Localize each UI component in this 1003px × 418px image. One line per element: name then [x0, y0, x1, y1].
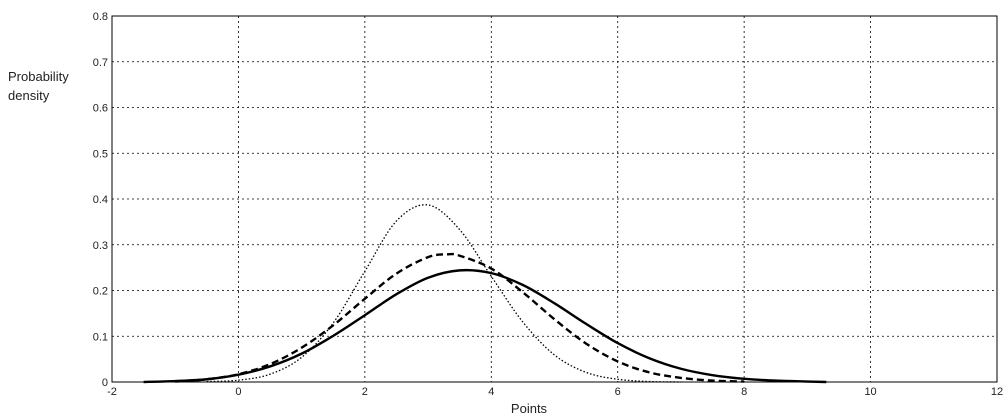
solid-density-curve [143, 268, 827, 384]
x-tick-label: 4 [488, 386, 494, 398]
y-tick-label: 0 [102, 377, 108, 389]
x-tick-label: 2 [362, 386, 368, 398]
plot-background [112, 16, 997, 382]
y-tick-label: 0.6 [93, 103, 108, 115]
x-axis-label: Points [511, 401, 548, 416]
y-tick-label: 0.2 [93, 286, 108, 298]
x-tick-label: 0 [235, 386, 241, 398]
y-axis-label-line-2: density [8, 88, 50, 103]
x-tick-label: 10 [864, 386, 876, 398]
x-tick-label: 8 [741, 386, 747, 398]
x-tick-label: -2 [107, 386, 117, 398]
dashed-density-curve [175, 252, 745, 383]
y-tick-label: 0.1 [93, 331, 108, 343]
y-axis-label-line-1: Probability [8, 69, 69, 84]
y-tick-label: 0.5 [93, 148, 108, 160]
series-layer [143, 204, 827, 384]
y-tick-label: 0.3 [93, 240, 108, 252]
x-tick-label: 12 [991, 386, 1003, 398]
x-tick-label: 6 [615, 386, 621, 398]
grid-lines [112, 16, 997, 382]
y-tick-label: 0.7 [93, 57, 108, 69]
dotted-density-curve [206, 204, 681, 383]
y-tick-label: 0.4 [93, 194, 108, 206]
plot-frame [111, 15, 998, 383]
y-tick-label: 0.8 [93, 11, 108, 23]
